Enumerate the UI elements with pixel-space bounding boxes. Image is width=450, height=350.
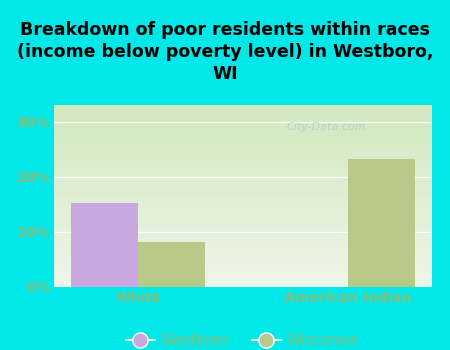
Bar: [54, 251, 432, 254]
Legend: Westboro, Wisconsin: Westboro, Wisconsin: [120, 327, 366, 350]
Bar: [54, 105, 432, 108]
Text: Breakdown of poor residents within races
(income below poverty level) in Westbor: Breakdown of poor residents within races…: [17, 21, 433, 83]
Bar: [54, 123, 432, 126]
Bar: [54, 245, 432, 247]
Bar: [54, 260, 432, 263]
Bar: [54, 236, 432, 238]
Bar: [54, 214, 432, 217]
Bar: [54, 160, 432, 163]
Bar: [54, 263, 432, 266]
Bar: [54, 120, 432, 123]
Bar: [54, 238, 432, 242]
Bar: [54, 145, 432, 147]
Bar: [54, 156, 432, 160]
Text: City-Data.com: City-Data.com: [286, 122, 366, 132]
Bar: [54, 217, 432, 220]
Bar: [54, 117, 432, 120]
Bar: [54, 205, 432, 208]
Bar: [54, 150, 432, 154]
Bar: [54, 166, 432, 169]
Bar: [348, 159, 415, 287]
Bar: [54, 187, 432, 190]
Bar: [54, 135, 432, 138]
Bar: [54, 247, 432, 251]
Bar: [54, 284, 432, 287]
Bar: [54, 190, 432, 193]
Bar: [54, 169, 432, 172]
Bar: [54, 278, 432, 281]
Bar: [54, 220, 432, 223]
Bar: [54, 163, 432, 166]
Bar: [54, 172, 432, 175]
Bar: [54, 193, 432, 196]
Bar: [54, 254, 432, 257]
Bar: [54, 178, 432, 181]
Bar: [54, 138, 432, 141]
Bar: [54, 175, 432, 178]
Bar: [71, 203, 138, 287]
Bar: [54, 272, 432, 275]
Bar: [54, 257, 432, 260]
Bar: [54, 141, 432, 145]
Bar: [54, 108, 432, 111]
Bar: [54, 184, 432, 187]
Bar: [54, 208, 432, 211]
Bar: [54, 196, 432, 199]
Bar: [54, 147, 432, 150]
Bar: [54, 281, 432, 284]
Bar: [54, 154, 432, 156]
Bar: [138, 242, 205, 287]
Bar: [54, 132, 432, 135]
Bar: [54, 275, 432, 278]
Bar: [54, 223, 432, 226]
Bar: [54, 199, 432, 202]
Bar: [54, 129, 432, 132]
Bar: [54, 211, 432, 214]
Bar: [54, 241, 432, 245]
Bar: [54, 269, 432, 272]
Bar: [54, 232, 432, 236]
Bar: [54, 226, 432, 229]
Bar: [54, 114, 432, 117]
Bar: [54, 229, 432, 232]
Bar: [54, 202, 432, 205]
Bar: [54, 126, 432, 129]
Bar: [54, 111, 432, 114]
Bar: [54, 266, 432, 269]
Bar: [54, 181, 432, 184]
